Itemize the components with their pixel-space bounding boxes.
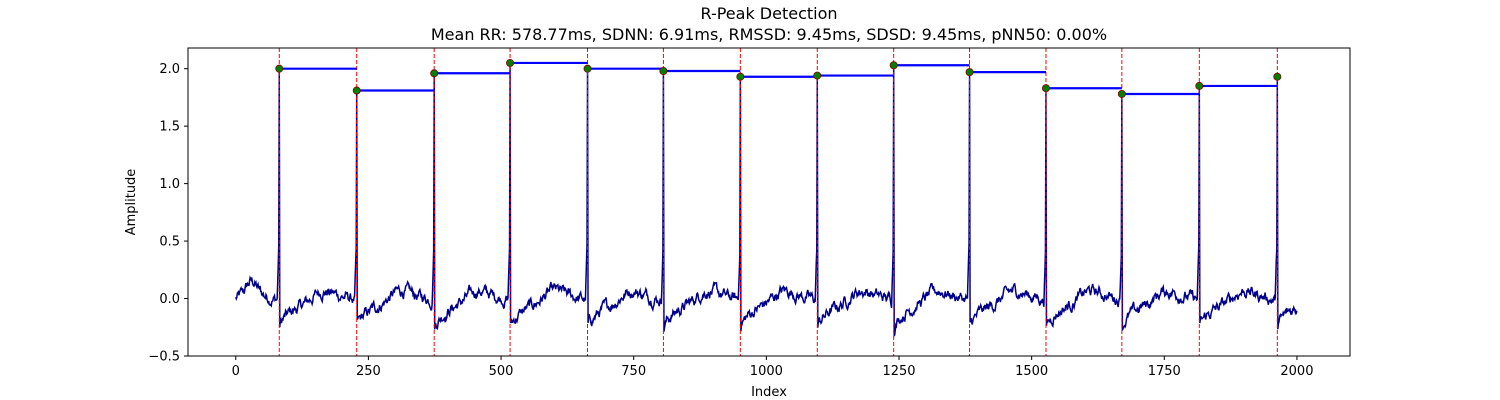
r-peak-marker xyxy=(736,72,745,81)
r-peak-marker xyxy=(813,71,822,80)
r-peak-marker xyxy=(352,86,361,95)
y-tick-label: 2.0 xyxy=(159,62,180,77)
r-peak-marker xyxy=(1117,89,1126,98)
x-tick-label: 250 xyxy=(356,364,381,379)
x-tick-label: 0 xyxy=(232,364,240,379)
axes-ticks: 0 250 500 750 1000 1250 1500 1750 2000 −0.5 0.0 0.5… xyxy=(148,62,1313,379)
r-peak-marker xyxy=(1195,81,1204,90)
y-tick-label: −0.5 xyxy=(148,350,180,365)
x-tick-label: 1000 xyxy=(750,364,783,379)
axes-frame xyxy=(187,47,1351,357)
r-peak-marker xyxy=(583,64,592,73)
chart-title: R-Peak Detection xyxy=(700,4,837,23)
x-axis-label: Index xyxy=(751,385,787,400)
r-peak-marker xyxy=(430,69,439,78)
x-tick-label: 1250 xyxy=(882,364,915,379)
r-peak-marker xyxy=(889,61,898,70)
r-peak-marker xyxy=(659,66,668,75)
x-tick-label: 750 xyxy=(621,364,646,379)
x-tick-label: 1750 xyxy=(1148,364,1181,379)
chart-subtitle: Mean RR: 578.77ms, SDNN: 6.91ms, RMSSD: … xyxy=(431,25,1107,44)
r-peak-marker xyxy=(506,58,515,67)
x-tick-label: 500 xyxy=(489,364,514,379)
r-peak-marker xyxy=(275,64,284,73)
x-tick-label: 2000 xyxy=(1280,364,1313,379)
y-tick-label: 0.5 xyxy=(159,235,180,250)
y-tick-label: 1.0 xyxy=(159,177,180,192)
r-peak-marker xyxy=(1041,84,1050,93)
plot-clip-group xyxy=(235,48,1298,356)
r-peak-marker xyxy=(1273,72,1282,81)
y-axis-label: Amplitude xyxy=(124,169,139,236)
y-tick-label: 0.0 xyxy=(159,292,180,307)
ecg-signal-line xyxy=(235,62,1298,337)
y-tick-label: 1.5 xyxy=(159,120,180,135)
x-tick-label: 1500 xyxy=(1015,364,1048,379)
plot-area xyxy=(235,48,1298,356)
r-peak-marker xyxy=(965,68,974,77)
